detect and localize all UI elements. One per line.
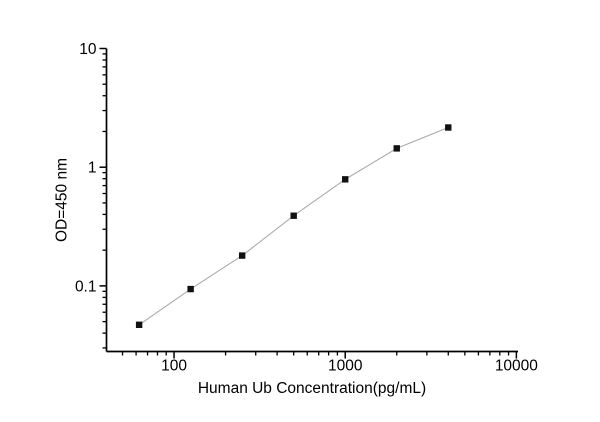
data-point [445, 124, 452, 131]
data-point [393, 145, 400, 152]
data-point [238, 252, 246, 259]
y-axis-title: OD=450 nm [53, 157, 71, 243]
y-tick-label: 1 [88, 160, 97, 177]
data-point [290, 212, 297, 219]
data-point [342, 176, 349, 183]
x-axis-title: Human Ub Concentration(pg/mL) [197, 380, 427, 397]
x-tick-label: 100 [161, 358, 187, 375]
x-tick-label: 10000 [495, 358, 538, 375]
y-tick-label: 0.1 [75, 278, 97, 295]
data-point [187, 285, 194, 293]
x-tick-label: 1000 [328, 358, 363, 375]
data-point [135, 321, 143, 329]
series-line [138, 126, 449, 326]
y-tick-label: 10 [79, 41, 97, 58]
